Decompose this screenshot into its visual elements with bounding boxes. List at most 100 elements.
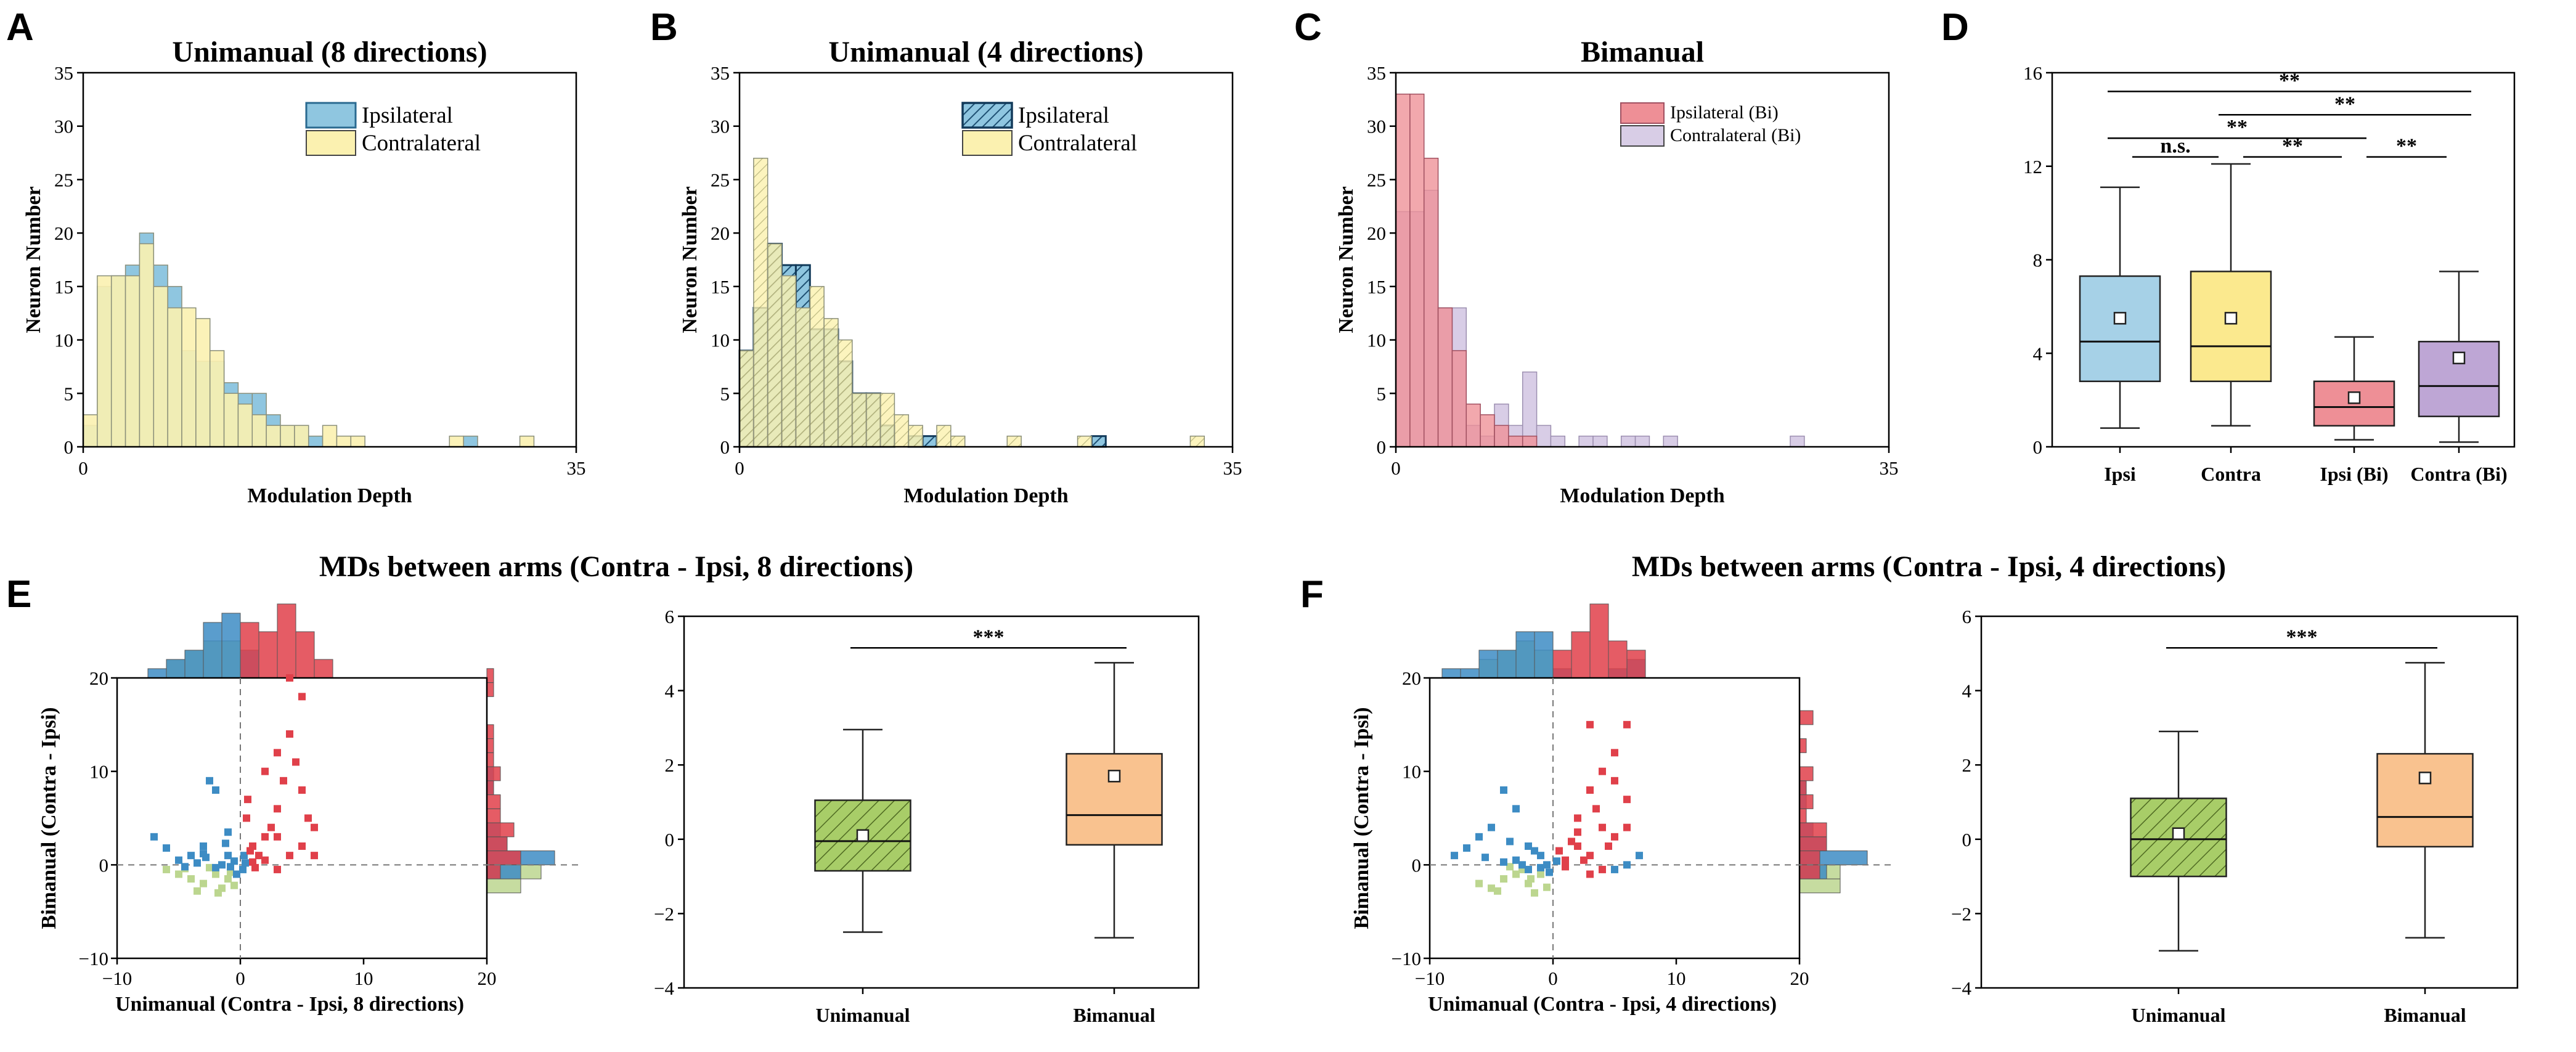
e-right-hist-s2-7: [486, 752, 494, 767]
a-ytick-2: 10: [54, 330, 73, 351]
f-point-red-19: [1611, 777, 1618, 785]
e-top-hist-s2-4: [314, 659, 333, 679]
b-xtick-1: 35: [1223, 457, 1242, 479]
e-ytick-3: 20: [89, 667, 108, 689]
b-bar-hatch-9: [866, 393, 881, 447]
e-point-blue-12: [233, 870, 240, 878]
f-point-blue-4: [1475, 833, 1483, 841]
e-point-red-19: [267, 823, 275, 831]
f-plot-frame: [1429, 677, 1801, 960]
f-right-hist-s2-3: [1799, 808, 1807, 823]
a-bar-s1-26: [449, 435, 464, 447]
f-ytick-3: 20: [1402, 667, 1421, 689]
f-point-green-2: [1500, 875, 1507, 883]
b-ytick-2: 10: [711, 330, 730, 351]
f-top-hist-s1--5: [1460, 668, 1480, 679]
e-point-blue-9: [212, 863, 219, 871]
histogram-chart-b: Unimanual (4 directions) 0 5 10 15 20 25 30 35 0 3…: [679, 36, 1242, 507]
e-point-red-11: [298, 842, 306, 850]
f-top-hist-s1--1: [1534, 631, 1554, 679]
c-ytick-1: 5: [1377, 383, 1387, 404]
e-point-red-1: [298, 693, 306, 701]
f-point-blue-16: [1553, 857, 1560, 865]
e-point-green-9: [194, 887, 201, 895]
fbox-mean-1: [2418, 772, 2432, 785]
d-sig-label-1: **: [2334, 92, 2355, 115]
d-ytick-2: 8: [2033, 250, 2043, 271]
panel-label-e: E: [6, 573, 31, 616]
d-xtick-2: Ipsi (Bi): [2320, 463, 2388, 485]
b-bar-hatch-4: [796, 308, 810, 447]
ebox-ytick-0: −4: [654, 977, 674, 999]
e-point-red-25: [244, 796, 251, 804]
b-bar-hatch-15: [950, 436, 965, 447]
a-xtick-0: 0: [78, 457, 88, 479]
e-point-blue-15: [181, 863, 189, 871]
e-point-red-23: [251, 863, 259, 871]
f-point-red-0: [1586, 720, 1594, 728]
fbox-xtick-0: Unimanual: [2132, 1004, 2226, 1026]
b-bar-hatch-12: [908, 425, 923, 447]
b-ytick-1: 5: [720, 383, 730, 404]
d-ytick-4: 16: [2023, 62, 2042, 84]
e-point-green-6: [224, 875, 232, 883]
boxplot-chart-f: −4 −2 0 2 4 6 Unimanual Bimanual ***: [1951, 606, 2519, 1026]
fbox-ytick-3: 2: [1962, 754, 1972, 776]
e-right-hist-s2-1: [486, 836, 508, 852]
c-legend-swatch-0: [1620, 102, 1665, 124]
e-point-red-13: [243, 814, 250, 822]
f-point-blue-15: [1482, 854, 1489, 862]
e-point-blue-4: [175, 856, 182, 864]
e-point-red-14: [255, 852, 263, 860]
f-point-green-3: [1512, 870, 1520, 878]
e-point-green-0: [163, 865, 170, 873]
c-bar-s0-0: [1395, 93, 1411, 447]
b-xlabel: Modulation Depth: [903, 484, 1068, 507]
f-point-blue-2: [1488, 823, 1495, 831]
f-point-red-11: [1562, 856, 1569, 864]
panel-label-c: C: [1294, 6, 1322, 49]
boxplot-chart-d: 0 4 8 12 16 Ipsi Contra Ipsi (Bi) Contra (Bi) ** *…: [2023, 62, 2516, 485]
f-point-red-5: [1623, 796, 1631, 804]
d-sig-label-5: **: [2396, 135, 2417, 158]
ebox-ytick-4: 4: [665, 680, 675, 702]
a-bar-s1-8: [195, 318, 211, 447]
b-xtick-0: 0: [735, 457, 744, 479]
f-point-green-9: [1506, 863, 1514, 871]
e-right-hist-s2-4: [486, 794, 501, 809]
b-bar-hatch-6: [824, 318, 838, 447]
f-xtick-2: 10: [1667, 968, 1686, 989]
f-top-hist-s1--4: [1478, 650, 1498, 679]
fbox-ytick-1: −2: [1951, 903, 1971, 924]
f-point-blue-21: [1506, 838, 1514, 846]
f-ylabel: Bimanual (Contra - Ipsi): [1350, 707, 1373, 929]
e-point-red-4: [286, 730, 293, 738]
scatter-chart-f: MDs between arms (Contra - Ipsi, 4 direc…: [1350, 550, 2226, 1016]
c-bar-s0-4: [1451, 350, 1467, 447]
a-bar-s1-9: [209, 350, 225, 447]
c-bar-s1-14: [1592, 435, 1608, 447]
e-point-red-8: [261, 833, 269, 841]
a-bar-s1-2: [110, 275, 126, 447]
e-point-red-20: [247, 847, 254, 855]
panel-label-f: F: [1300, 573, 1324, 616]
e-top-hist-s2-2: [277, 603, 296, 679]
d-box-0: [2079, 275, 2161, 383]
ebox-xtick-1: Bimanual: [1073, 1004, 1155, 1026]
fbox-plot-frame: [1980, 615, 2519, 989]
f-right-hist-s2-10: [1799, 710, 1814, 725]
d-mean-3: [2452, 351, 2466, 365]
ebox-mean-1: [1107, 770, 1121, 783]
e-top-hist-s1--3: [184, 650, 204, 679]
d-box-2: [2313, 380, 2395, 427]
a-ylabel: Neuron Number: [22, 186, 45, 333]
c-bar-s1-17: [1634, 435, 1650, 447]
b-bar-hatch-8: [852, 393, 866, 447]
f-point-green-5: [1531, 889, 1538, 897]
ebox-ytick-1: −2: [654, 903, 674, 924]
a-bar-s1-12: [251, 414, 267, 447]
e-right-hist-s2-0: [486, 850, 521, 865]
f-point-blue-1: [1512, 805, 1520, 813]
d-box-1: [2190, 271, 2272, 383]
e-top-hist-s1--4: [166, 659, 185, 679]
